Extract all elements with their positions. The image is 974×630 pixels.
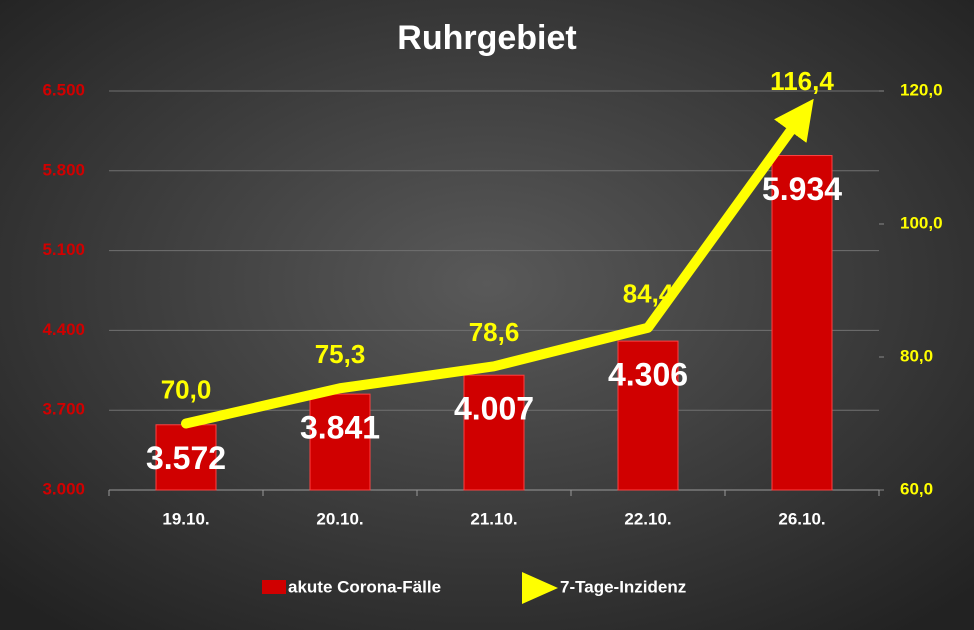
x-tick-label: 20.10.: [316, 509, 363, 528]
line-value-label: 116,4: [770, 66, 834, 96]
bar-value-label: 4.007: [454, 391, 534, 427]
bar: [309, 393, 371, 491]
y2-tick-label: 60,0: [900, 479, 933, 498]
line: [181, 98, 814, 429]
y2-tick-label: 100,0: [900, 213, 943, 232]
bar-value-label: 3.841: [300, 410, 380, 446]
bar: [155, 424, 217, 491]
x-tick-label: 21.10.: [470, 509, 517, 528]
line-value-label: 84,4: [623, 279, 674, 309]
bar: [771, 155, 833, 491]
bar: [617, 340, 679, 491]
y-tick-label: 4.400: [42, 320, 85, 339]
x-tick-label: 19.10.: [162, 509, 209, 528]
line-value-label: 70,0: [161, 374, 212, 404]
line-value-label: 78,6: [469, 317, 520, 347]
y-tick-label: 6.500: [42, 80, 85, 99]
line-value-label: 75,3: [315, 339, 366, 369]
bar: [463, 374, 525, 491]
y-tick-label: 5.800: [42, 160, 85, 179]
chart-title: Ruhrgebiet: [397, 19, 576, 57]
y2-tick-label: 120,0: [900, 80, 943, 99]
legend-swatch: [522, 572, 558, 604]
x-tick-label: 22.10.: [624, 509, 671, 528]
y-tick-label: 3.000: [42, 479, 85, 498]
y-tick-label: 3.700: [42, 400, 85, 419]
bar-value-label: 3.572: [146, 440, 226, 476]
legend-swatch: [262, 580, 286, 594]
y-tick-label: 5.100: [42, 240, 85, 259]
bar-value-label: 5.934: [762, 171, 842, 207]
legend-label: akute Corona-Fälle: [288, 577, 441, 596]
legend-label: 7-Tage-Inzidenz: [560, 577, 686, 596]
bar-value-label: 4.306: [608, 357, 688, 393]
y2-tick-label: 80,0: [900, 346, 933, 365]
x-tick-label: 26.10.: [778, 509, 825, 528]
